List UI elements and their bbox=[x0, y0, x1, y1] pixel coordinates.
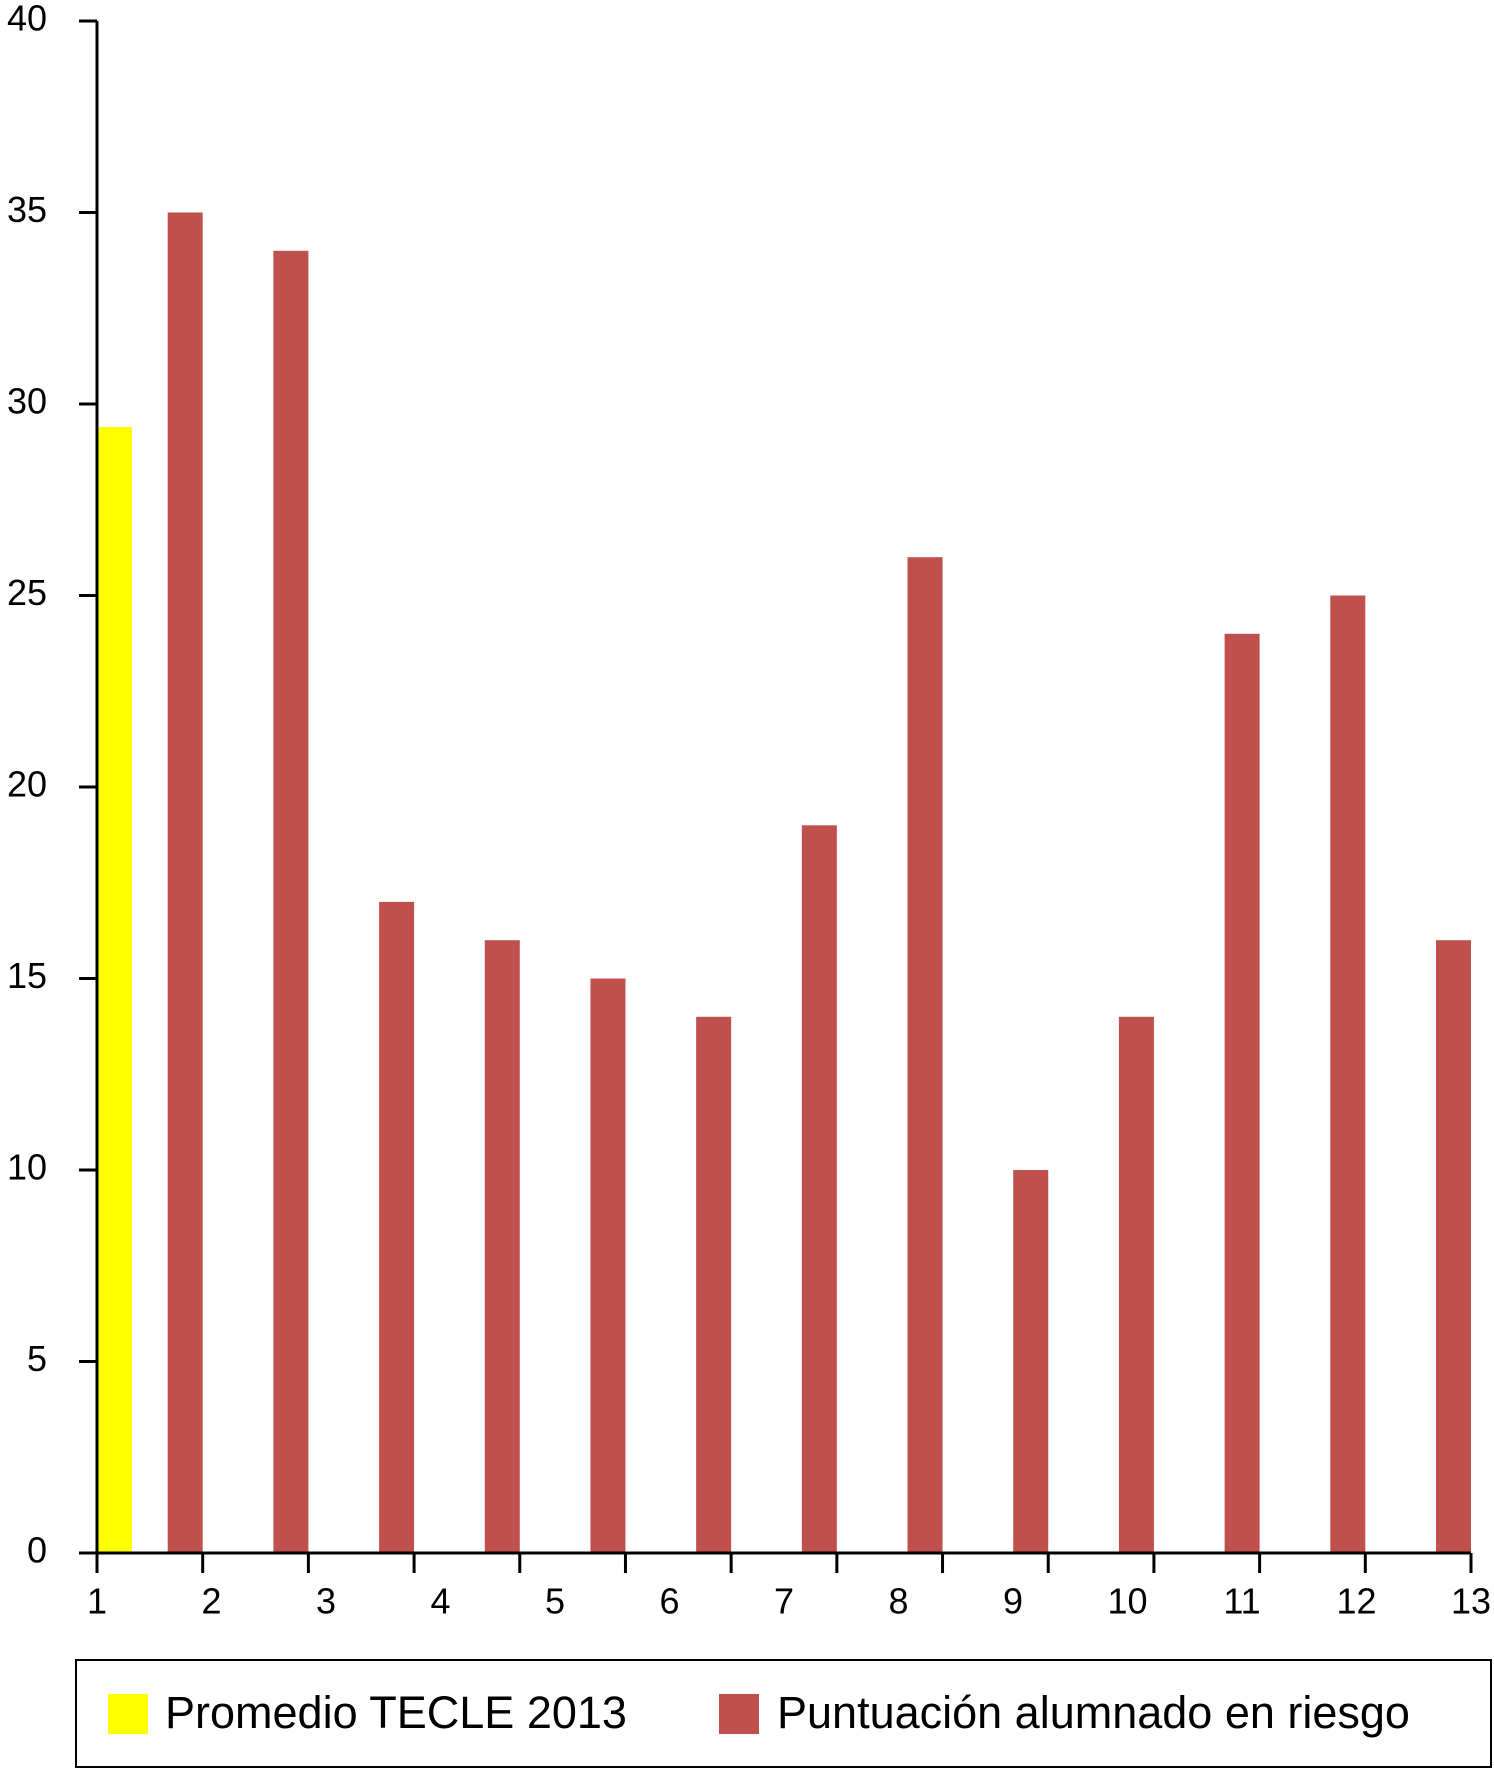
y-tick-label: 25 bbox=[7, 572, 47, 613]
legend-swatch bbox=[719, 1694, 759, 1734]
x-tick-label: 9 bbox=[1003, 1581, 1023, 1622]
legend-swatch bbox=[108, 1694, 148, 1734]
x-tick-label: 6 bbox=[659, 1581, 679, 1622]
x-tick-label: 4 bbox=[430, 1581, 450, 1622]
bar bbox=[801, 825, 837, 1553]
x-tick-label: 10 bbox=[1107, 1581, 1147, 1622]
bar bbox=[484, 940, 520, 1553]
y-tick-label: 10 bbox=[7, 1147, 47, 1188]
bar bbox=[1224, 633, 1260, 1553]
bar bbox=[907, 557, 943, 1553]
bar bbox=[1436, 940, 1471, 1553]
bar bbox=[696, 1016, 732, 1553]
x-tick-label: 5 bbox=[545, 1581, 565, 1622]
x-tick-label: 3 bbox=[316, 1581, 336, 1622]
x-tick-label: 1 bbox=[87, 1581, 107, 1622]
bar bbox=[590, 978, 626, 1553]
y-tick-label: 35 bbox=[7, 189, 47, 230]
bar bbox=[1118, 1016, 1154, 1553]
bar bbox=[97, 426, 132, 1554]
y-tick-label: 30 bbox=[7, 381, 47, 422]
x-tick-label: 2 bbox=[201, 1581, 221, 1622]
bar bbox=[1330, 595, 1366, 1553]
legend-label: Puntuación alumnado en riesgo bbox=[777, 1687, 1410, 1738]
bar bbox=[167, 212, 203, 1553]
y-tick-label: 5 bbox=[27, 1338, 47, 1379]
legend-box bbox=[75, 1659, 1492, 1768]
y-tick-label: 40 bbox=[7, 0, 47, 39]
bar bbox=[1013, 1170, 1049, 1553]
y-tick-label: 15 bbox=[7, 955, 47, 996]
bar bbox=[273, 250, 309, 1553]
x-tick-label: 8 bbox=[888, 1581, 908, 1622]
y-tick-label: 20 bbox=[7, 764, 47, 805]
x-tick-label: 12 bbox=[1336, 1581, 1376, 1622]
legend-label: Promedio TECLE 2013 bbox=[165, 1687, 627, 1738]
x-tick-label: 7 bbox=[774, 1581, 794, 1622]
x-tick-label: 13 bbox=[1451, 1581, 1491, 1622]
bar bbox=[379, 901, 415, 1553]
x-tick-label: 11 bbox=[1223, 1581, 1260, 1622]
y-tick-label: 0 bbox=[27, 1530, 47, 1571]
